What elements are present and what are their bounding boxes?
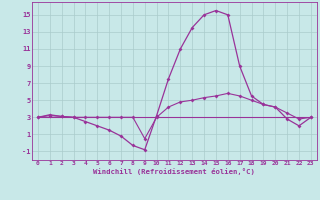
X-axis label: Windchill (Refroidissement éolien,°C): Windchill (Refroidissement éolien,°C) (93, 168, 255, 175)
